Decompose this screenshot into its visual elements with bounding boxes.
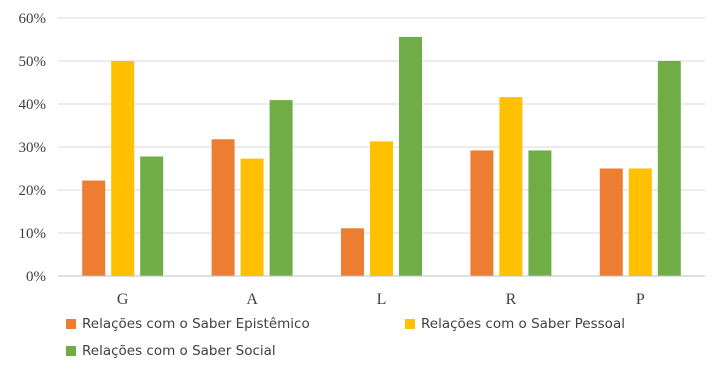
legend-swatch-social	[66, 346, 76, 356]
y-tick-label: 50%	[19, 54, 47, 70]
legend-label-epistemico: Relações com o Saber Epistêmico	[82, 316, 310, 332]
bar-A-1	[211, 139, 235, 276]
bar-L-3	[399, 36, 422, 276]
x-category-label: R	[506, 291, 517, 308]
legend-swatch-epistemico	[66, 319, 76, 329]
x-category-label: G	[117, 291, 129, 308]
legend-item-pessoal: Relações com o Saber Pessoal	[405, 316, 625, 332]
x-category-label: P	[636, 291, 645, 308]
y-tick-label: 30%	[19, 140, 47, 156]
bars	[82, 36, 681, 277]
bar-R-1	[470, 150, 494, 276]
bar-A-3	[269, 100, 293, 276]
bar-R-3	[528, 150, 552, 276]
legend-item-epistemico: Relações com o Saber Epistêmico	[66, 316, 310, 332]
bar-G-2	[111, 61, 135, 276]
bar-P-2	[628, 168, 652, 276]
y-tick-label: 0%	[26, 269, 46, 285]
bar-R-2	[499, 97, 523, 277]
y-axis-ticks: 0% 10% 20% 30% 40% 50% 60%	[19, 11, 47, 285]
bar-L-2	[370, 141, 393, 276]
y-tick-label: 20%	[19, 183, 47, 199]
x-category-label: A	[246, 291, 258, 308]
x-category-label: L	[377, 291, 387, 308]
legend-swatch-pessoal	[405, 319, 415, 329]
bar-P-3	[657, 61, 681, 276]
bar-P-1	[599, 168, 623, 276]
bar-G-1	[82, 180, 106, 276]
y-tick-label: 10%	[19, 226, 47, 242]
legend-label-social: Relações com o Saber Social	[82, 343, 276, 359]
bar-L-1	[341, 228, 364, 276]
y-tick-label: 60%	[19, 11, 47, 27]
bar-A-2	[240, 158, 264, 276]
y-tick-label: 40%	[19, 97, 47, 113]
legend-label-pessoal: Relações com o Saber Pessoal	[421, 316, 625, 332]
bar-G-3	[140, 156, 164, 276]
legend-item-social: Relações com o Saber Social	[66, 343, 276, 359]
